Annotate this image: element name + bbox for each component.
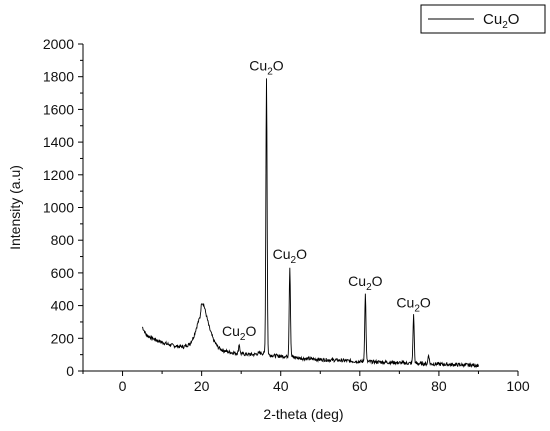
series-line-cu2o (141, 78, 479, 369)
y-tick-label: 800 (51, 232, 75, 248)
x-tick-label: 0 (119, 378, 127, 394)
y-tick-label: 1800 (43, 69, 74, 85)
peak-annotation: Cu2O (222, 323, 256, 343)
x-axis-title: 2-theta (deg) (263, 406, 343, 422)
peak-annotation: Cu2O (396, 294, 430, 314)
y-tick-label: 1200 (43, 167, 74, 183)
y-tick-label: 400 (51, 298, 75, 314)
peak-annotation: Cu2O (249, 57, 283, 77)
y-tick-label: 1000 (43, 200, 74, 216)
y-tick-label: 200 (51, 330, 75, 346)
peak-annotation: Cu2O (273, 246, 307, 266)
x-tick-label: 80 (431, 378, 447, 394)
x-tick-label: 100 (506, 378, 530, 394)
y-axis-title: Intensity (a.u) (7, 165, 23, 250)
legend-entry: Cu2O (483, 11, 519, 31)
x-tick-label: 40 (273, 378, 289, 394)
x-tick-label: 60 (352, 378, 368, 394)
x-tick-label: 20 (194, 378, 210, 394)
y-tick-label: 1400 (43, 134, 74, 150)
y-tick-label: 1600 (43, 101, 74, 117)
legend: Cu2O (420, 4, 546, 34)
labels: 2-theta (deg) Intensity (a.u) Cu2O Cu2O Cu2O… (7, 57, 431, 422)
y-tick-label: 600 (51, 265, 75, 281)
axes: 0 20 40 60 80 1000200400600800100012001400160… (43, 36, 530, 394)
plot-area (141, 78, 479, 369)
y-tick-label: 2000 (43, 36, 74, 52)
peak-annotation: Cu2O (348, 273, 382, 293)
y-tick-label: 0 (66, 363, 74, 379)
